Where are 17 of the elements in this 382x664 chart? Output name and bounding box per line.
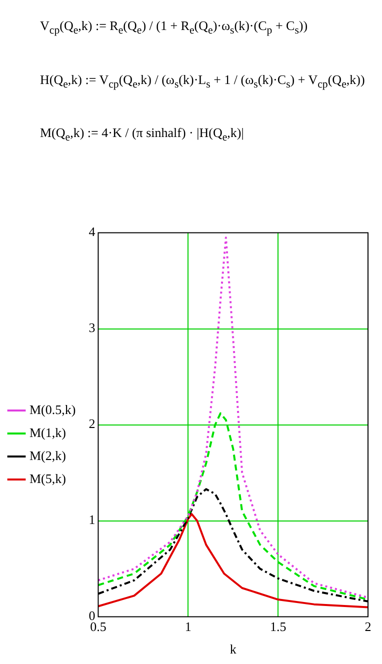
- x-tick-label: 1.5: [270, 619, 286, 634]
- text: V$_{cp}$(Q$_{e}$,k) := R$_{e}$(Q$_{e}$) / (1 + R$_{e}$(Q$_{e}$)·ω$_{s}$(k)·(C$_{p}$ + C$_{s}$)): [40, 18, 308, 37]
- y-tick-label: 1: [88, 512, 96, 528]
- x-axis-title: k: [230, 642, 237, 657]
- x-tick-label: 1: [184, 619, 192, 634]
- legend-label: M(0.5,k): [30, 402, 76, 417]
- x-tick-label: 2: [364, 619, 372, 634]
- y-tick-label: 2: [88, 416, 96, 432]
- y-tick-label: 3: [88, 320, 96, 336]
- y-tick-label: 4: [88, 224, 96, 240]
- text: H(Q$_{e}$,k) := V$_{cp}$(Q$_{e}$,k) / (ω$_{s}$(k)·L$_{s}$ + 1 / (ω$_{s}$(k)·C$_{s}$) + V$_{cp}$(Q$_{e}$,k)): [40, 72, 365, 90]
- text: M(Q$_{e}$,k) := 4·K / (π sinhalf) · |H(Q$_{e}$,k)|: [40, 125, 245, 145]
- line-series: [98, 236, 368, 599]
- legend-label: M(2,k): [30, 448, 66, 463]
- legend-label: M(1,k): [30, 424, 66, 440]
- legend-label: M(5,k): [30, 470, 66, 486]
- line-series: [98, 412, 368, 601]
